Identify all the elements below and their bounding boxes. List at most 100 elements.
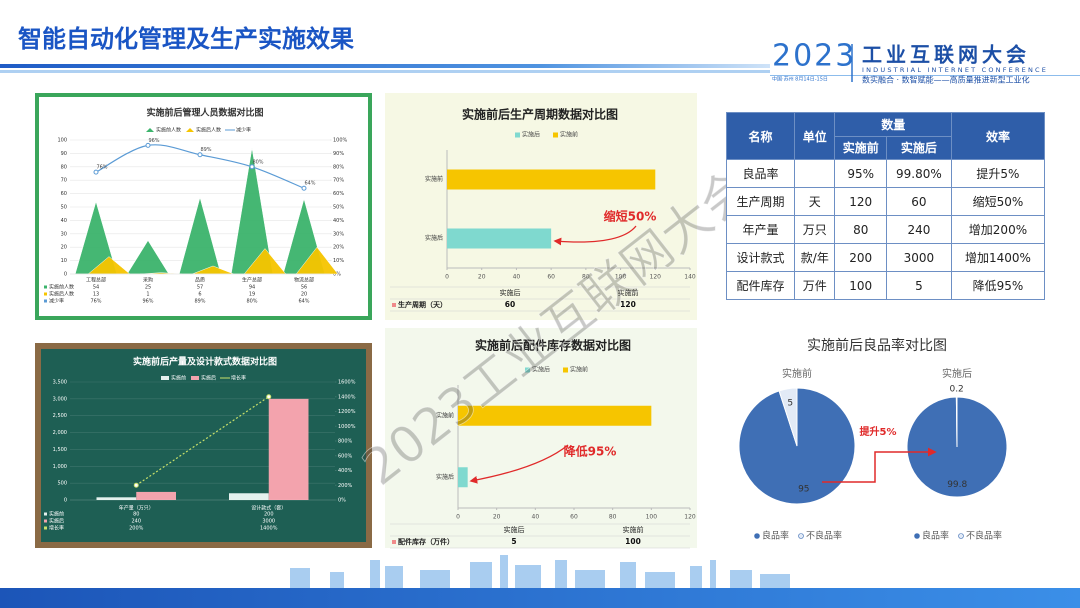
cell: 增加1400%	[950, 243, 1046, 272]
pie-slice	[778, 387, 798, 447]
table-row-label: 配件库存（万件）	[398, 537, 454, 546]
x-tick-label: 80	[609, 514, 617, 521]
pie-label: 5	[787, 399, 793, 409]
x-tick-label: 0	[445, 274, 449, 281]
logo-name: 工业互联网大会	[862, 43, 1030, 67]
table-value: 1400%	[260, 526, 278, 532]
y-tick-label: 500	[57, 481, 67, 487]
summary-table: 名称 单位 数量 效率 实施前 实施后 良品率 95% 99.80% 提升5% 生产周期天 12…	[725, 112, 1046, 300]
logo-place: 中国·苏州 8月14日-15日	[772, 76, 828, 83]
category-label: 实施前	[436, 411, 454, 419]
x-tick-label: 60	[570, 514, 578, 521]
cell: 设计款式	[725, 243, 796, 272]
cell: 万件	[794, 271, 836, 300]
annotation: 缩短50%	[604, 209, 657, 224]
pie-subtitle: 实施后	[942, 367, 972, 380]
legend-label: 良品率	[922, 530, 949, 542]
x-tick-label: 0	[456, 514, 460, 521]
cell: 配件库存	[725, 271, 796, 300]
panel-frame	[385, 328, 697, 548]
y-tick-label: 50	[61, 205, 67, 211]
cell: 99.80%	[885, 159, 952, 188]
category-label: 实施后	[425, 234, 443, 242]
table-header: 名称	[725, 112, 796, 160]
table-value: 60	[505, 300, 515, 309]
cell: 缩短50%	[950, 187, 1046, 216]
y2-tick-label: 1200%	[338, 409, 356, 415]
bar	[96, 497, 137, 500]
bar	[458, 467, 468, 488]
chart-title: 实施前后产量及设计款式数据对比图	[133, 356, 277, 368]
table-value: 19	[249, 292, 255, 298]
legend-swatch	[754, 533, 760, 539]
x-tick-label: 40	[513, 274, 521, 281]
legend-label: 实施后人数	[196, 127, 221, 134]
y-tick-label: 3,000	[53, 396, 67, 402]
table-header: 实施后	[500, 288, 521, 297]
legend-swatch	[186, 128, 194, 132]
table-value: 3000	[262, 519, 275, 525]
cell: 增加200%	[950, 215, 1046, 244]
y-tick-label: 90	[61, 151, 67, 157]
legend-swatch	[191, 376, 199, 380]
category-label: 生产总部	[242, 277, 262, 284]
table-key	[44, 526, 47, 530]
table-header: 实施前	[623, 525, 644, 534]
y2-tick-label: 50%	[333, 205, 344, 211]
legend-label: 实施后	[201, 375, 216, 382]
y-tick-label: 30	[61, 231, 67, 237]
legend-label: 不良品率	[966, 530, 1002, 542]
y2-tick-label: 0%	[333, 272, 341, 278]
panel-frame	[385, 93, 697, 320]
legend-label: 实施前	[171, 375, 186, 382]
data-label: 80%	[252, 159, 263, 165]
category-label: 工程总部	[86, 277, 106, 284]
cell: 天	[794, 187, 836, 216]
bar	[136, 491, 176, 500]
line-marker	[197, 152, 203, 158]
table-value: 89%	[194, 299, 205, 305]
table-header: 实施后	[504, 525, 525, 534]
x-tick-label: 20	[493, 514, 501, 521]
y2-tick-label: 100%	[333, 138, 348, 144]
category-label: 实施后	[436, 473, 454, 481]
y2-tick-label: 1600%	[338, 380, 356, 386]
logo-year: 2023	[772, 39, 856, 74]
table-header: 实施前	[618, 288, 639, 297]
charts: 实施前后管理人员数据对比图01020304050607080901000%10%…	[44, 107, 1008, 549]
legend-swatch	[553, 132, 558, 138]
table-value: 57	[197, 285, 203, 291]
bar	[447, 169, 656, 190]
table-key	[392, 540, 396, 544]
table-subheader: 实施前	[834, 135, 887, 160]
logo-en: INDUSTRIAL INTERNET CONFERENCE	[862, 66, 1048, 74]
table-value: 96%	[142, 299, 153, 305]
category-label: 采购	[143, 277, 153, 284]
x-tick-label: 40	[532, 514, 540, 521]
cell: 年产量	[725, 215, 796, 244]
cell	[794, 159, 836, 188]
legend-swatch	[161, 376, 169, 380]
cell: 5	[885, 271, 952, 300]
cell: 100	[834, 271, 887, 300]
legend-label: 减少率	[236, 127, 251, 134]
y2-tick-label: 70%	[333, 178, 344, 184]
y-tick-label: 2,500	[53, 413, 67, 419]
panel-board	[41, 349, 366, 542]
table-value: 54	[93, 285, 99, 291]
legend-swatch	[958, 533, 964, 539]
annotation: 降低95%	[564, 444, 617, 459]
table-value: 80%	[246, 299, 257, 305]
legend-swatch	[914, 533, 920, 539]
y-tick-label: 0	[64, 498, 67, 504]
skyline	[290, 555, 790, 588]
line-marker	[145, 142, 151, 148]
y-tick-label: 1,000	[53, 464, 67, 470]
cell: 200	[834, 243, 887, 272]
table-value: 76%	[90, 299, 101, 305]
pie-label: 99.8	[947, 480, 967, 490]
legend-label: 实施前	[560, 131, 578, 139]
bar	[447, 228, 552, 249]
table-row-label: 增长率	[49, 525, 64, 532]
table-value: 25	[145, 285, 151, 291]
